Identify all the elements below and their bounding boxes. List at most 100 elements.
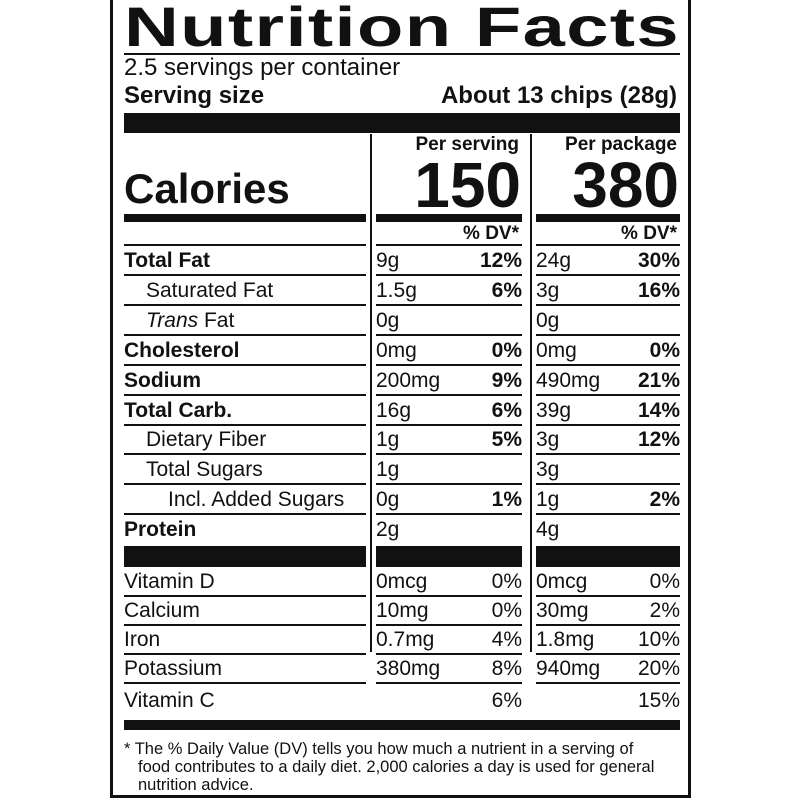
per-package-cell: 24g 30%	[536, 247, 680, 276]
per-package-amount: 24g	[536, 249, 572, 272]
per-serving-amount: 0.7mg	[376, 628, 435, 651]
per-serving-dv: 8%	[491, 657, 522, 680]
per-package-cell: 0mg 0%	[536, 337, 680, 366]
per-package-amount: 490mg	[536, 369, 601, 392]
nutrient-name-cell: Cholesterol	[124, 337, 366, 366]
per-package-dv: 2%	[649, 599, 680, 622]
per-serving-dv: 0%	[491, 339, 522, 362]
per-serving-amount: 16g	[376, 399, 412, 422]
per-package-cell: 940mg 20%	[536, 655, 680, 684]
divider	[376, 244, 522, 246]
per-serving-header: Per serving	[415, 134, 520, 155]
nutrient-name-text: Iron	[124, 628, 161, 651]
per-package-dv: 15%	[637, 689, 680, 712]
per-package-dv: 16%	[637, 279, 680, 302]
per-serving-dv: 4%	[491, 628, 522, 651]
nutrient-name-cell: Total Fat	[124, 247, 366, 276]
nutrient-name-text: Sodium	[124, 369, 201, 392]
per-serving-amount: 10mg	[376, 599, 429, 622]
per-serving-cell: 200mg 9%	[376, 367, 522, 396]
per-package-amount: 0mg	[536, 339, 577, 362]
nutrient-name: Calcium	[124, 597, 200, 625]
nutrient-name: Dietary Fiber	[146, 426, 266, 454]
nutrient-name: Saturated Fat	[146, 277, 273, 305]
per-serving-cell: 0mcg 0%	[376, 568, 522, 597]
nutrient-row: Saturated Fat 1.5g 6% 3g 16%	[124, 277, 680, 306]
nutrient-name: Iron	[124, 626, 160, 654]
calories-per-package: 380	[572, 149, 679, 221]
per-package-dv: 2%	[649, 488, 680, 511]
per-serving-amount: 380mg	[376, 657, 441, 680]
nutrient-name-cell: Vitamin D	[124, 568, 366, 597]
per-package-amount: 1.8mg	[536, 628, 595, 651]
dv-header-serving: % DV*	[463, 223, 519, 244]
nutrition-facts-label: Nutrition Facts 2.5 servings per contain…	[110, 0, 691, 798]
nutrient-row: Protein 2g 4g	[124, 516, 680, 545]
per-serving-dv: 5%	[491, 428, 522, 451]
nutrient-row: Cholesterol 0mg 0% 0mg 0%	[124, 337, 680, 366]
nutrient-name-text: Total Sugars	[146, 458, 263, 481]
nutrient-name-cell: Iron	[124, 626, 366, 655]
per-package-amount: 4g	[536, 518, 560, 541]
per-package-amount: 3g	[536, 428, 560, 451]
nutrient-row: Sodium 200mg 9% 490mg 21%	[124, 367, 680, 396]
nutrient-name-text: Potassium	[124, 657, 223, 680]
per-package-cell: 15%	[536, 684, 680, 718]
nutrient-name-cell: Total Carb.	[124, 397, 366, 426]
nutrient-name-text: Calcium	[124, 599, 200, 622]
nutrient-name-cell: Dietary Fiber	[124, 426, 366, 455]
nutrient-name-cell: Total Sugars	[124, 456, 366, 485]
dv-header-package: % DV*	[621, 223, 677, 244]
per-serving-cell: 2g	[376, 516, 522, 545]
nutrient-name: Cholesterol	[124, 337, 240, 365]
per-serving-cell: 1.5g 6%	[376, 277, 522, 306]
per-package-cell: 3g	[536, 456, 680, 485]
per-serving-dv: 0%	[491, 570, 522, 593]
nutrient-name: Protein	[124, 516, 196, 544]
per-serving-amount: 9g	[376, 249, 400, 272]
nutrient-name-text: Protein	[124, 518, 197, 541]
nutrient-name-text: Dietary Fiber	[146, 428, 267, 451]
thick-divider	[124, 720, 680, 730]
nutrient-name-cell: Sodium	[124, 367, 366, 396]
thick-divider	[124, 214, 366, 222]
nutrient-name-text: Incl. Added Sugars	[168, 488, 345, 511]
divider	[536, 244, 680, 246]
per-serving-dv: 6%	[491, 279, 522, 302]
per-serving-dv: 1%	[491, 488, 522, 511]
nutrient-name-cell: Protein	[124, 516, 366, 545]
per-serving-amount: 0mcg	[376, 570, 428, 593]
per-package-header: Per package	[565, 134, 677, 155]
per-package-dv: 20%	[637, 657, 680, 680]
per-package-dv: 14%	[637, 399, 680, 422]
per-package-dv: 10%	[637, 628, 680, 651]
thick-divider	[124, 113, 680, 133]
per-serving-amount: 0g	[376, 488, 400, 511]
nutrient-name-italic: Trans	[146, 309, 199, 332]
per-serving-cell: 16g 6%	[376, 397, 522, 426]
per-package-cell: 30mg 2%	[536, 597, 680, 626]
per-package-amount: 1g	[536, 488, 560, 511]
nutrient-name: Incl. Added Sugars	[168, 486, 344, 514]
nutrient-name-text: Vitamin C	[124, 689, 215, 712]
nutrient-name-text: Total Fat	[124, 249, 210, 272]
per-package-amount: 3g	[536, 279, 560, 302]
thick-divider	[376, 214, 522, 222]
thick-divider	[124, 546, 366, 567]
nutrient-name-cell: Trans Fat	[124, 307, 366, 336]
per-package-cell: 39g 14%	[536, 397, 680, 426]
per-package-cell: 3g 12%	[536, 426, 680, 455]
per-package-dv: 12%	[637, 428, 680, 451]
per-package-cell: 490mg 21%	[536, 367, 680, 396]
calories-label: Calories	[124, 165, 290, 212]
per-serving-cell: 0g 1%	[376, 486, 522, 515]
per-package-amount: 39g	[536, 399, 572, 422]
vitamin-row: Vitamin D 0mcg 0% 0mcg 0%	[124, 568, 680, 597]
per-serving-cell: 10mg 0%	[376, 597, 522, 626]
per-package-dv: 0%	[649, 339, 680, 362]
serving-size-label: Serving size	[124, 82, 265, 109]
per-package-cell: 4g	[536, 516, 680, 545]
divider	[124, 244, 366, 246]
nutrient-name: Total Fat	[124, 247, 210, 275]
per-serving-dv: 6%	[491, 689, 522, 712]
